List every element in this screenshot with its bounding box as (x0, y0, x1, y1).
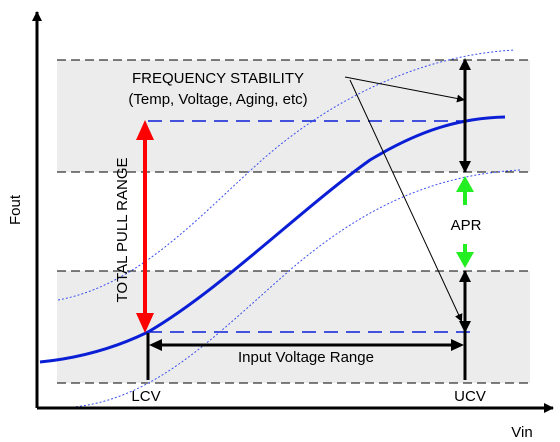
apr-arrows (456, 176, 474, 268)
ucv-lower-head-top (459, 270, 471, 282)
total-pull-range-arrow (136, 120, 154, 333)
pull-range-head-top (136, 120, 154, 140)
ucv-upper-head-bottom (459, 161, 471, 173)
total-pull-range-label: TOTAL PULL RANGE (114, 157, 131, 302)
ucv-lower-head-bottom (459, 321, 471, 333)
input-voltage-range-label: Input Voltage Range (238, 349, 374, 366)
lower-stability-band (57, 271, 530, 383)
input-range-head-left (149, 339, 162, 351)
pull-range-head-bottom (136, 313, 154, 333)
pointer-to-lower-band (349, 79, 463, 323)
apr-upper-head (456, 176, 474, 192)
y-axis-label: Fout (7, 194, 24, 225)
band-limit-lines (57, 59, 530, 384)
tuning-curve (39, 115, 506, 364)
title-line-1: FREQUENCY STABILITY (132, 70, 304, 87)
ucv-upper-head-top (459, 58, 471, 70)
input-range-head-right (451, 339, 464, 351)
pointer-to-upper-band (344, 76, 466, 103)
upper-envelope-curve (57, 49, 516, 301)
title-pointer-lines (344, 76, 466, 323)
axes (32, 11, 554, 413)
ucv-label: UCV (454, 388, 486, 405)
lcv-label: LCV (131, 388, 160, 405)
lower-envelope-curve (59, 169, 521, 409)
input-voltage-range-arrow (149, 339, 464, 351)
title-line-2: (Temp, Voltage, Aging, etc) (128, 91, 307, 108)
x-axis-label: Vin (511, 424, 532, 441)
apr-label: APR (451, 217, 482, 234)
upper-stability-band (57, 60, 530, 172)
pull-range-limit-lines (148, 120, 470, 333)
apr-lower-head (456, 252, 474, 268)
